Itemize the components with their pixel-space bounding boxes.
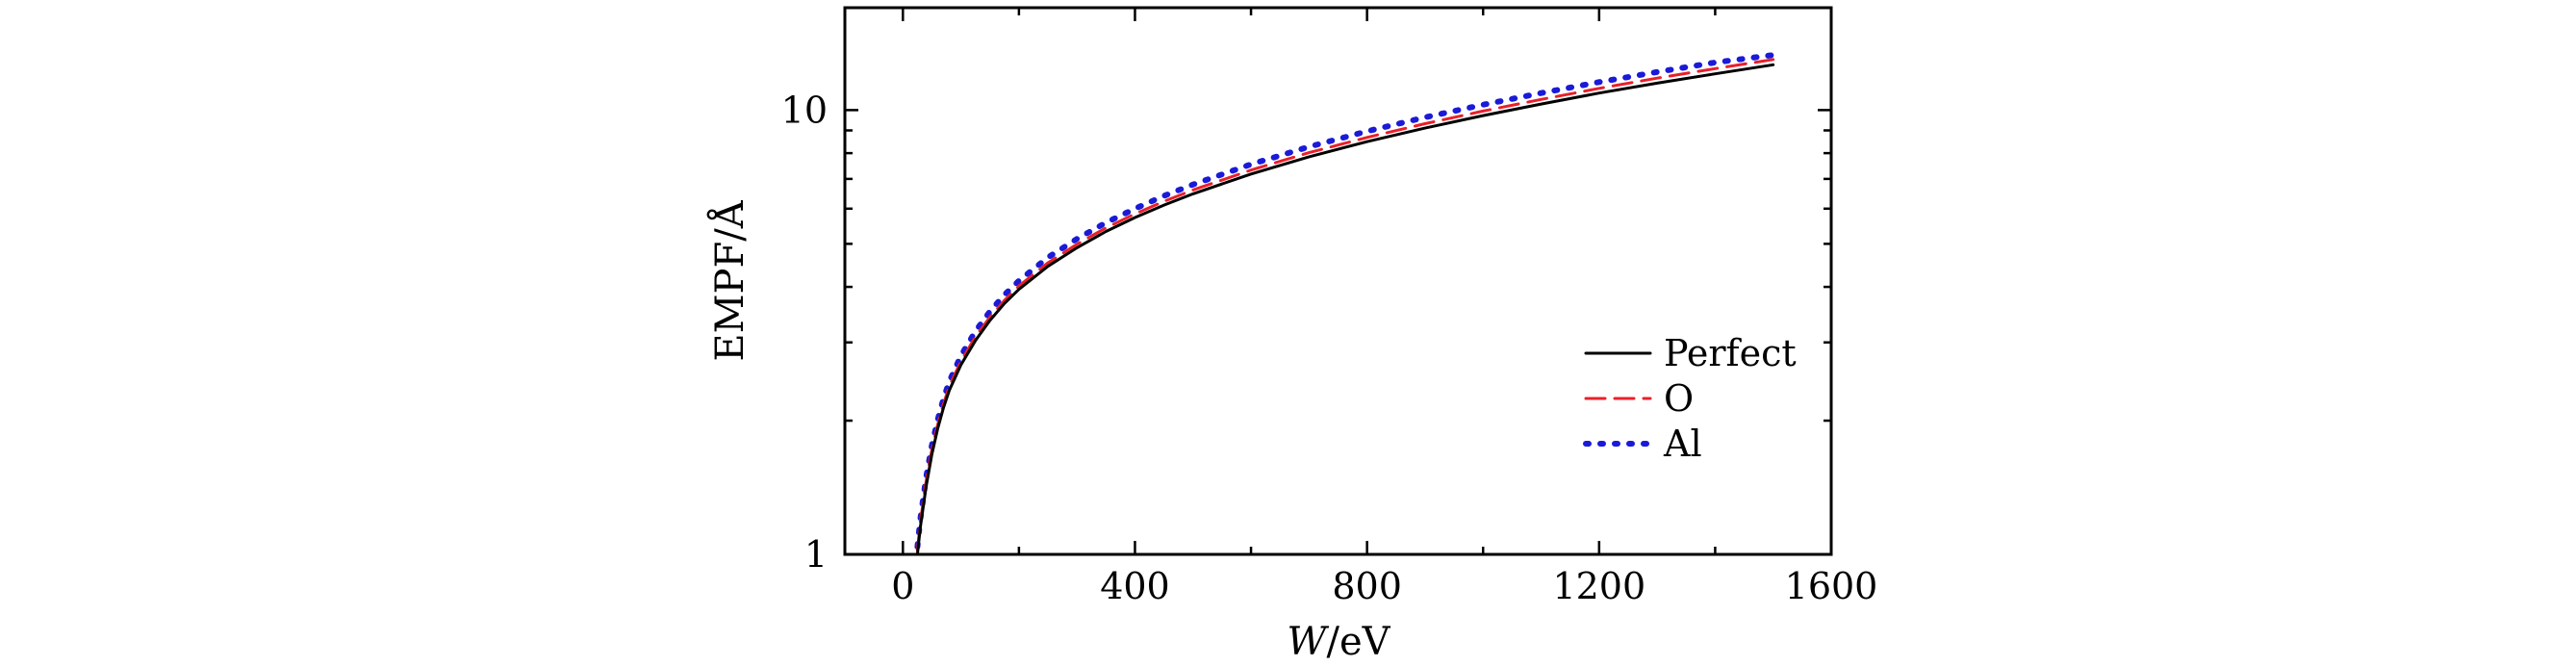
legend-label-perfect: Perfect xyxy=(1664,332,1797,374)
x-tick-label: 800 xyxy=(1332,565,1402,607)
series-line-al xyxy=(914,52,1776,551)
tick-labels: 0 400 800 1200 1600 1 10 xyxy=(781,89,1878,607)
plot-frame xyxy=(843,6,1833,556)
x-tick-label: 1200 xyxy=(1552,565,1645,607)
legend-label-o: O xyxy=(1664,377,1694,420)
series-line-perfect xyxy=(915,63,1775,556)
y-tick-label: 10 xyxy=(781,89,828,131)
x-tick-label: 0 xyxy=(891,565,914,607)
legend-label-al: Al xyxy=(1663,423,1702,465)
x-tick-label: 1600 xyxy=(1785,565,1878,607)
series-layer xyxy=(914,52,1776,556)
ticks-layer xyxy=(845,8,1833,556)
y-tick-label: 1 xyxy=(804,533,828,576)
x-tick-label: 400 xyxy=(1100,565,1170,607)
y-axis-title: EMPF/Å xyxy=(707,199,752,361)
series-line-o xyxy=(915,58,1775,552)
x-axis-title: W/eV xyxy=(1287,620,1390,664)
